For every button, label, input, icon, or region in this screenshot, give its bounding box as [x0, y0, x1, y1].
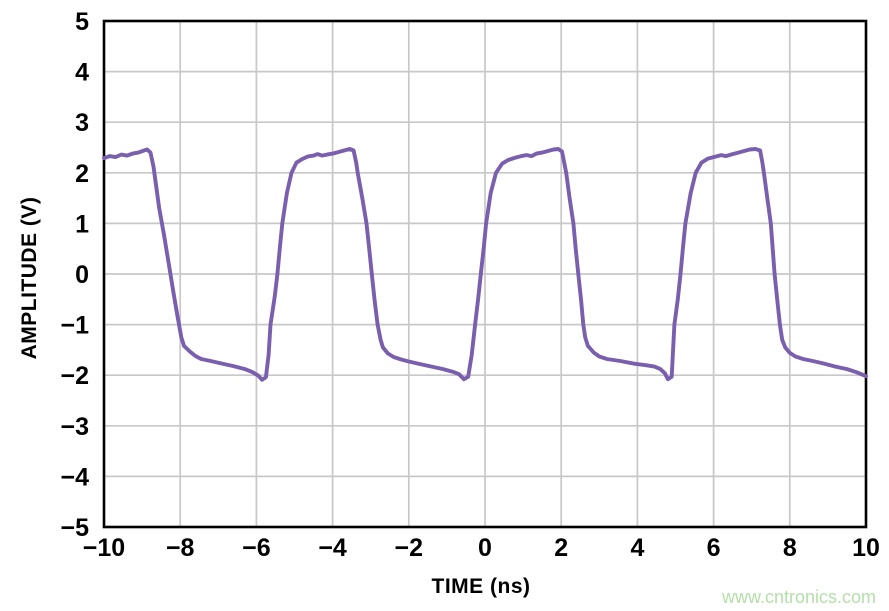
y-tick-label: 2 — [75, 160, 89, 188]
y-tick-label: −3 — [60, 413, 89, 441]
y-tick-label: 5 — [75, 8, 89, 36]
waveform-path — [102, 147, 868, 382]
x-axis-title: TIME (ns) — [432, 575, 531, 598]
y-tick-label: 0 — [75, 261, 89, 289]
x-tick-label: −10 — [83, 534, 125, 562]
y-tick-label: −1 — [60, 312, 89, 340]
y-tick-label: −4 — [60, 463, 89, 491]
x-tick-label: 0 — [478, 534, 492, 562]
y-tick-label: −2 — [60, 362, 89, 390]
x-tick-label: −4 — [318, 534, 347, 562]
grid-layer — [104, 21, 866, 527]
x-tick-label: −6 — [242, 534, 271, 562]
y-tick-label: 3 — [75, 109, 89, 137]
y-tick-label: −5 — [60, 514, 89, 542]
x-tick-label: 8 — [783, 534, 797, 562]
x-tick-label: 6 — [707, 534, 721, 562]
x-tick-label: −8 — [166, 534, 195, 562]
waveform-layer — [102, 147, 868, 382]
plot-border — [102, 19, 868, 529]
y-tick-label: 1 — [75, 210, 89, 238]
y-axis-title: AMPLITUDE (V) — [18, 197, 41, 360]
x-tick-label: 4 — [630, 534, 644, 562]
plot-border-layer — [102, 19, 868, 529]
x-tick-label: 10 — [852, 534, 880, 562]
x-tick-label: −2 — [395, 534, 424, 562]
x-tick-label: 2 — [554, 534, 568, 562]
y-tick-label: 4 — [75, 59, 89, 87]
watermark-url: www.cntronics.com — [721, 587, 876, 607]
